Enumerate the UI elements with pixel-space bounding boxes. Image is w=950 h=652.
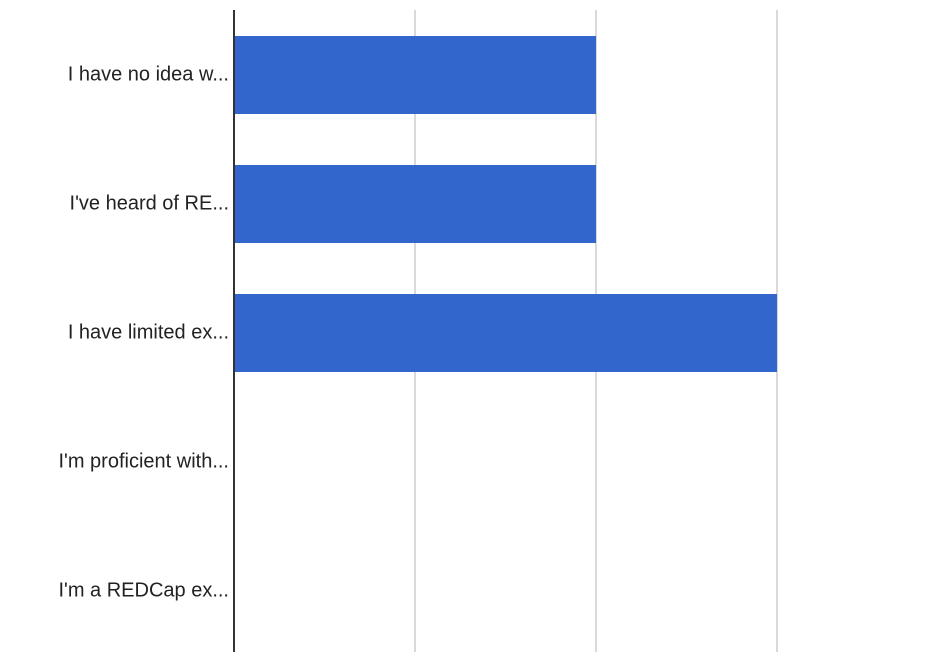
bar-2[interactable]	[234, 165, 596, 243]
bars	[234, 36, 777, 372]
category-label-2: I've heard of RE...	[70, 192, 229, 214]
category-label-5: I'm a REDCap ex...	[58, 579, 229, 601]
bar-3[interactable]	[234, 294, 777, 372]
category-labels: I have no idea w... I've heard of RE... I …	[58, 63, 229, 601]
bar-1[interactable]	[234, 36, 596, 114]
category-label-3: I have limited ex...	[68, 321, 229, 343]
category-label-1: I have no idea w...	[68, 63, 229, 85]
category-label-4: I'm proficient with...	[58, 450, 229, 472]
